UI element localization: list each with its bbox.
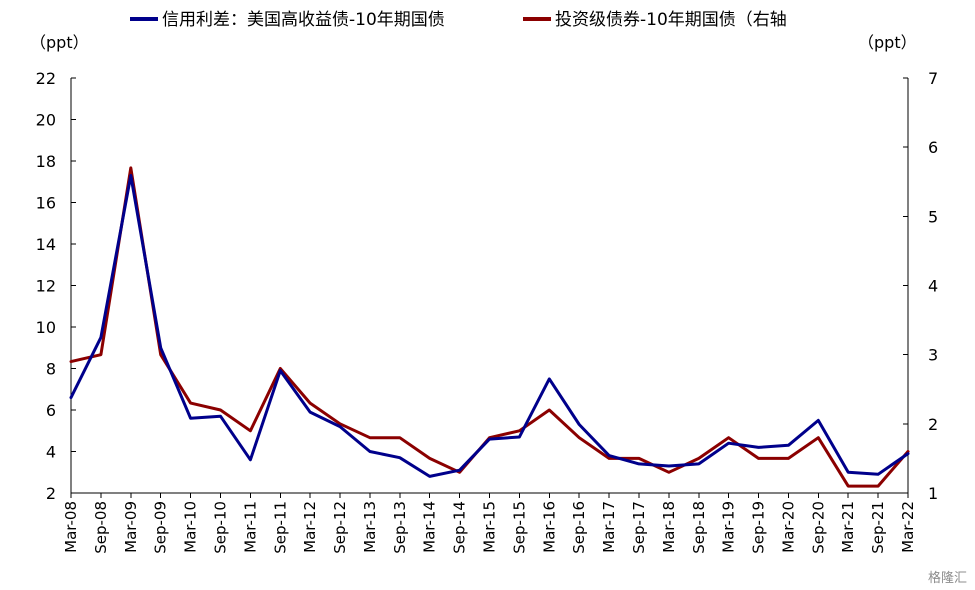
left-tick-label: 8 xyxy=(46,360,56,379)
x-tick-label: Sep-13 xyxy=(391,501,409,554)
right-axis-unit: （ppt） xyxy=(858,33,917,52)
x-tick-label: Sep-19 xyxy=(750,501,768,554)
x-tick-label: Sep-11 xyxy=(271,501,289,554)
x-tick-label: Sep-08 xyxy=(92,501,110,554)
right-tick-label: 4 xyxy=(928,277,938,296)
left-tick-label: 18 xyxy=(36,152,56,171)
left-tick-label: 20 xyxy=(36,111,56,130)
x-tick-label: Sep-21 xyxy=(869,501,887,554)
left-tick-label: 14 xyxy=(36,235,56,254)
left-tick-label: 2 xyxy=(46,484,56,503)
x-tick-label: Mar-15 xyxy=(481,501,499,553)
x-tick-label: Mar-12 xyxy=(301,501,319,553)
x-tick-label: Sep-10 xyxy=(211,501,229,554)
x-tick-label: Mar-09 xyxy=(122,501,140,553)
x-tick-label: Sep-17 xyxy=(630,501,648,554)
left-tick-label: 4 xyxy=(46,443,56,462)
right-tick-label: 2 xyxy=(928,415,938,434)
x-tick-label: Sep-16 xyxy=(570,501,588,554)
x-tick-label: Mar-11 xyxy=(241,501,259,553)
left-tick-label: 12 xyxy=(36,277,56,296)
x-tick-label: Mar-21 xyxy=(839,501,857,553)
x-tick-label: Mar-10 xyxy=(182,501,200,553)
series-layer xyxy=(69,166,910,488)
legend-label-investment-grade: 投资级债券-10年期国债（右轴 xyxy=(555,10,787,30)
left-tick-label: 10 xyxy=(36,318,56,337)
x-tick-label: Mar-17 xyxy=(600,501,618,553)
x-tick-label: Sep-14 xyxy=(451,501,469,554)
right-tick-label: 1 xyxy=(928,484,938,503)
x-tick-label: Mar-19 xyxy=(720,501,738,553)
x-tick-label: Sep-15 xyxy=(510,501,528,554)
right-tick-label: 7 xyxy=(928,69,938,88)
x-tick-label: Mar-13 xyxy=(361,501,379,553)
x-tick-label: Sep-20 xyxy=(809,501,827,554)
x-tick-label: Mar-20 xyxy=(779,501,797,553)
x-tick-label: Mar-14 xyxy=(421,501,439,553)
series-line-high-yield xyxy=(69,174,910,478)
right-tick-label: 6 xyxy=(928,138,938,157)
left-tick-label: 22 xyxy=(36,69,56,88)
x-tick-label: Sep-09 xyxy=(152,501,170,554)
x-tick-label: Mar-16 xyxy=(540,501,558,553)
x-tick-label: Sep-12 xyxy=(331,501,349,554)
left-axis-unit: （ppt） xyxy=(30,33,89,52)
x-tick-label: Mar-18 xyxy=(660,501,678,553)
left-tick-label: 6 xyxy=(46,401,56,420)
x-tick-label: Mar-08 xyxy=(62,501,80,553)
left-tick-label: 16 xyxy=(36,194,56,213)
x-tick-label: Mar-22 xyxy=(899,501,917,553)
right-tick-label: 5 xyxy=(928,207,938,226)
x-tick-label: Sep-18 xyxy=(690,501,708,554)
watermark-logo: 格隆汇 xyxy=(927,571,967,586)
legend-label-high-yield: 信用利差：美国高收益债-10年期国债 xyxy=(162,10,445,30)
legend: 信用利差：美国高收益债-10年期国债 投资级债券-10年期国债（右轴 xyxy=(130,10,787,30)
right-tick-label: 3 xyxy=(928,346,938,365)
